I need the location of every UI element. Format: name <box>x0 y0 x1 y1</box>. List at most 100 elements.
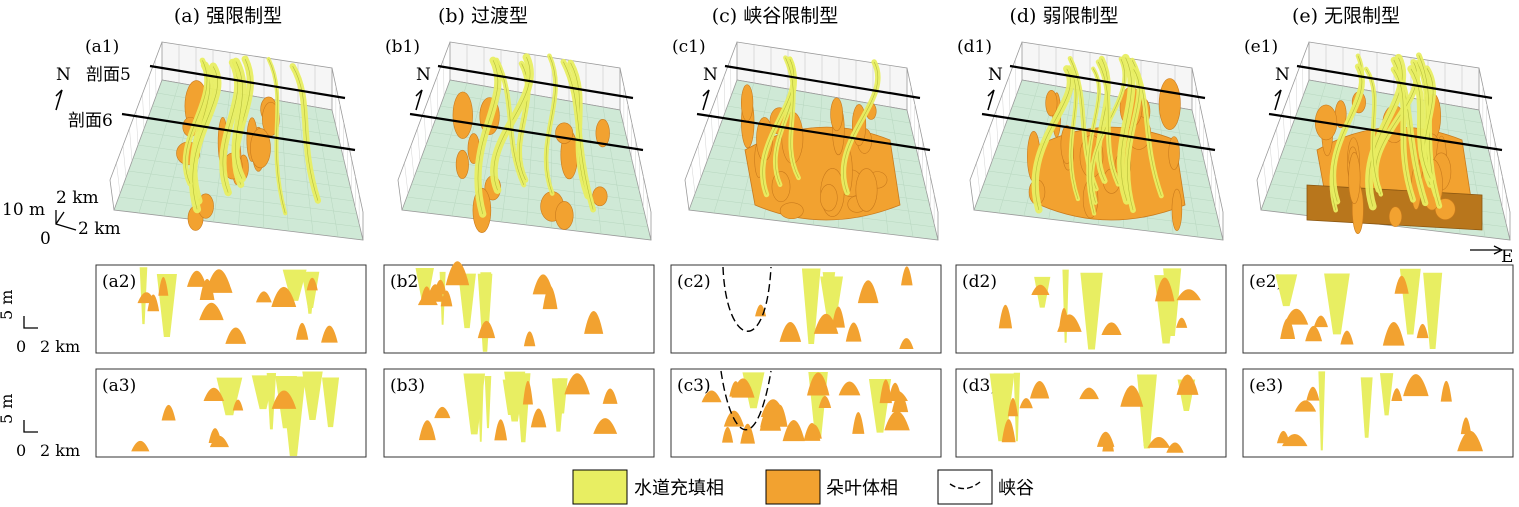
channel-fill <box>477 375 484 442</box>
scale-2d-2: 5 m 0 2 km <box>0 394 80 460</box>
lobe-fill <box>1403 374 1429 397</box>
scale-3d-km-label-2: 2 km <box>78 219 121 239</box>
lobe-body <box>741 84 754 122</box>
lobe-fill <box>477 320 496 339</box>
lobe-body <box>250 128 271 169</box>
north-label: N <box>703 65 718 85</box>
channel-fill <box>504 371 526 422</box>
lobe-body <box>1348 151 1361 205</box>
lobe-fill <box>901 266 913 286</box>
lobe-fill <box>306 277 318 291</box>
lobe-body <box>1168 136 1180 170</box>
profile-line-5 <box>1296 64 1493 100</box>
block-diagram-5: (e) 无限制型 (e1) N <box>1244 5 1511 241</box>
legend: 水道充填相 朵叶体相 峡谷 <box>572 469 1034 505</box>
channel-outline <box>563 61 594 210</box>
channel-outline <box>235 61 243 179</box>
legend-channel-swatch <box>572 469 628 505</box>
lobe-body <box>855 168 878 212</box>
lobe-fill <box>1031 284 1050 295</box>
lobe-fill <box>1001 419 1016 443</box>
channel-outline <box>1332 66 1363 202</box>
lobe-fill <box>701 390 722 403</box>
lobe-fill <box>1102 434 1114 452</box>
channel-fill <box>216 377 243 416</box>
lobe-fill <box>321 325 338 343</box>
profile-line-6 <box>1268 112 1503 152</box>
scale-2d-zero-label: 0 <box>16 337 26 356</box>
lobe-fill <box>271 286 297 307</box>
lobe-fill <box>593 418 618 434</box>
channel-outline <box>785 57 799 178</box>
lobe-fill <box>1284 308 1309 325</box>
north-arrow-icon <box>55 89 63 111</box>
lobe-fill <box>722 426 734 443</box>
lobe-fill <box>232 399 244 411</box>
annotations: 剖面5 剖面6 2 km 10 m 2 km 0 E 5 m 0 2 km 5 m 0 2 km <box>0 65 1513 460</box>
section-panel-label: (e3) <box>1249 376 1283 396</box>
lobe-body <box>1388 206 1403 227</box>
lobe-fill <box>845 322 862 342</box>
lobe-fill <box>602 388 618 404</box>
lobe-body <box>830 97 843 132</box>
section-panels-2: (b2) (b3) <box>383 261 655 458</box>
channel-fill <box>484 375 492 429</box>
channel-fill <box>1423 272 1443 349</box>
lobe-fill <box>494 419 508 441</box>
lobe-fill <box>199 302 224 321</box>
scale-2d-zero-label: 0 <box>16 441 26 460</box>
lobe-fill <box>899 338 914 349</box>
lobe-body <box>592 186 608 207</box>
lobe-fill <box>1440 380 1452 402</box>
legend-canyon-swatch <box>937 469 993 505</box>
profile-6-label: 剖面6 <box>68 111 113 131</box>
lobe-fill <box>1176 289 1201 301</box>
scale-3d-vertical-label: 10 m <box>2 200 45 220</box>
block-diagram-3: (c) 峡谷限制型 (c1) N <box>672 5 939 241</box>
section-panel-label: (b3) <box>390 376 425 396</box>
channel-fill <box>820 276 844 327</box>
lobe-fill <box>418 420 436 441</box>
channel-outline <box>1365 68 1382 195</box>
block-diagram-1: (a) 强限制型 (a1) N <box>55 5 364 241</box>
lobe-fill <box>1391 388 1403 402</box>
lobe-fill <box>225 327 247 344</box>
scale-2d-km-label: 2 km <box>40 337 80 356</box>
lobe-fill <box>1176 317 1188 328</box>
lobe-fill <box>818 396 832 408</box>
canyon-outline <box>722 266 772 332</box>
section-panels-1: (a2) (a3) <box>95 264 367 458</box>
section-panel-label: (a3) <box>102 376 136 396</box>
lobe-fill <box>729 381 743 397</box>
lobe-fill <box>885 390 908 402</box>
north-label: N <box>988 65 1003 85</box>
lobe-fill <box>564 373 590 395</box>
lobe-fill <box>1460 417 1472 435</box>
lobe-fill <box>440 290 453 307</box>
lobe-fill <box>158 276 169 296</box>
lobe-fill <box>1294 400 1317 412</box>
lobe-fill <box>998 304 1013 329</box>
channel-fill <box>1062 269 1069 343</box>
scale-2d-1: 5 m 0 2 km <box>0 290 80 356</box>
north-arrow-icon <box>1274 89 1282 111</box>
block-panel-label: (d1) <box>957 37 992 57</box>
channel-outline <box>185 60 208 184</box>
channel-outline <box>843 61 879 193</box>
lobe-fill <box>1166 442 1184 453</box>
channel-outline <box>762 59 795 195</box>
channel-fill <box>302 371 323 420</box>
channel-outline <box>1410 68 1431 179</box>
lobe-fill <box>1340 330 1354 345</box>
lobe-body <box>452 91 473 139</box>
column-title: (d) 弱限制型 <box>1009 5 1118 27</box>
channel-outline <box>1097 61 1119 185</box>
north-label: N <box>416 65 431 85</box>
lobe-fill <box>131 440 150 452</box>
lobe-body <box>595 119 610 148</box>
lobe-fill <box>857 280 879 304</box>
channel-outline <box>222 62 238 193</box>
scale-3d-km-label: 2 km <box>56 188 99 208</box>
block-panel-label: (b1) <box>385 37 420 57</box>
